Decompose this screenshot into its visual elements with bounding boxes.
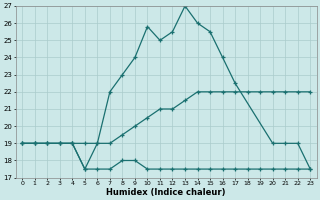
X-axis label: Humidex (Indice chaleur): Humidex (Indice chaleur) [107,188,226,197]
